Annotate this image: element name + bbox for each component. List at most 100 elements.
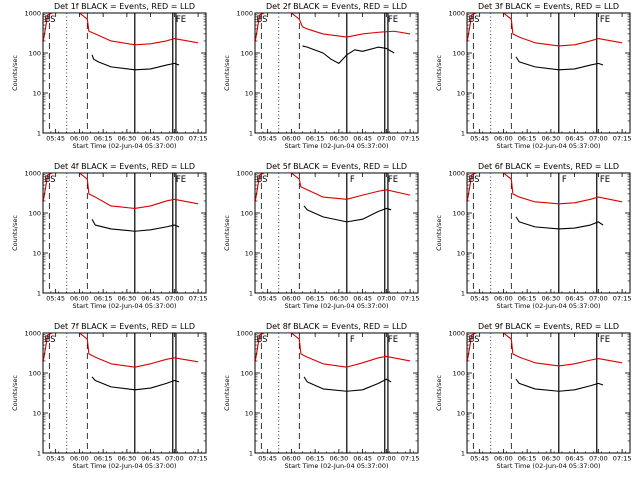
y-tick-label: 10 [457,89,465,97]
y-tick-label: 10 [245,89,253,97]
x-tick-label: 06:45 [353,455,372,463]
x-tick-label: 06:30 [118,295,137,303]
x-axis-label: Start Time (02-Jun-04 05:37:00) [73,142,177,150]
x-axis-label: Start Time (02-Jun-04 05:37:00) [73,462,177,470]
plot-frame [466,332,631,454]
x-tick-label: 06:30 [542,135,561,143]
x-tick-label: 06:30 [330,455,349,463]
event-marker-label: BS [257,15,268,25]
panel-title: Det 3f BLACK = Events, RED = LLD [478,2,619,11]
x-tick-label: 07:00 [165,455,184,463]
plot-area [43,13,199,133]
x-tick-label: 06:00 [494,455,513,463]
x-tick-label: 05:45 [258,295,277,303]
detector-panel: Det 8f BLACK = Events, RED = LLD 1 10 100 10… [223,322,419,470]
y-axis-label: Counts/sec [435,55,443,91]
x-tick-label: 06:15 [306,135,325,143]
plot-frame [42,332,207,454]
y-tick-label: 100 [29,369,41,377]
y-tick-label: 1 [461,129,465,137]
x-tick-label: 05:45 [258,455,277,463]
plot-area [255,333,411,453]
x-tick-label: 06:45 [565,295,584,303]
y-tick-label: 100 [29,209,41,217]
lld-series-line [255,13,411,43]
x-tick-label: 05:45 [46,295,65,303]
plot-frame [42,12,207,134]
y-tick-label: 1000 [24,329,41,337]
x-tick-label: 07:15 [189,455,208,463]
event-marker-label: BS [45,15,56,25]
event-marker-label: FE [600,175,610,185]
event-marker-label: F [350,335,355,345]
y-axis-label: Counts/sec [435,375,443,411]
lld-series-line [467,13,623,47]
plot-area [43,333,199,453]
x-axis-label: Start Time (02-Jun-04 05:37:00) [73,302,177,310]
plot-frame [42,172,207,294]
x-tick-label: 06:00 [70,135,89,143]
x-tick-label: 06:45 [141,455,160,463]
plot-area [255,13,411,133]
events-series-line [303,376,392,392]
x-tick-label: 07:00 [377,455,396,463]
plot-frame [254,332,419,454]
y-tick-label: 1000 [24,9,41,17]
x-tick-label: 06:00 [282,135,301,143]
x-tick-label: 05:45 [470,455,489,463]
plot-area [467,333,623,453]
y-tick-label: 1 [37,289,41,297]
y-tick-label: 1000 [448,329,465,337]
y-tick-label: 1000 [448,169,465,177]
y-tick-label: 100 [453,209,465,217]
x-tick-label: 07:00 [165,135,184,143]
events-series-line [302,45,395,64]
y-tick-label: 1 [461,449,465,457]
x-tick-label: 07:15 [613,295,632,303]
x-tick-label: 06:45 [565,455,584,463]
y-axis-label: Counts/sec [11,375,19,411]
x-tick-label: 05:45 [470,135,489,143]
y-tick-label: 100 [453,369,465,377]
plot-area [43,173,199,293]
x-axis-label: Start Time (02-Jun-04 05:37:00) [285,142,389,150]
x-tick-label: 06:45 [353,295,372,303]
plot-frame [466,12,631,134]
event-marker-label: FE [600,15,610,25]
y-tick-label: 1 [249,289,253,297]
y-tick-label: 1 [249,129,253,137]
event-marker-label: FE [176,15,186,25]
x-tick-label: 06:00 [494,135,513,143]
x-tick-label: 06:00 [70,455,89,463]
y-tick-label: 100 [241,49,253,57]
panel-title: Det 6f BLACK = Events, RED = LLD [478,162,619,171]
x-tick-label: 06:15 [94,135,113,143]
x-tick-label: 06:30 [542,295,561,303]
panel-title: Det 1f BLACK = Events, RED = LLD [54,2,195,11]
event-marker-label: FE [388,175,398,185]
y-tick-label: 1000 [448,9,465,17]
event-marker-label: BS [469,335,480,345]
x-tick-label: 06:00 [282,295,301,303]
panel-title: Det 7f BLACK = Events, RED = LLD [54,322,195,331]
detector-panel: Det 6f BLACK = Events, RED = LLD 1 10 100 10… [435,162,631,310]
event-marker-label: F [562,175,567,185]
y-axis-label: Counts/sec [435,215,443,251]
event-marker-label: FE [176,175,186,185]
panel-title: Det 2f BLACK = Events, RED = LLD [266,2,407,11]
lld-series-line [43,173,199,209]
event-marker-label: BS [257,335,268,345]
plot-frame [254,12,419,134]
lld-series-line [467,333,623,367]
event-marker-label: BS [45,335,56,345]
x-tick-label: 07:15 [401,455,420,463]
lld-series-line [43,13,199,46]
plot-area [467,13,623,133]
x-tick-label: 05:45 [46,455,65,463]
event-marker-label: FE [600,335,610,345]
x-tick-label: 07:15 [189,295,208,303]
events-series-line [91,376,180,391]
detector-panel: Det 4f BLACK = Events, RED = LLD 1 10 100 10… [11,162,207,310]
x-tick-label: 05:45 [258,135,277,143]
x-tick-label: 07:15 [401,135,420,143]
